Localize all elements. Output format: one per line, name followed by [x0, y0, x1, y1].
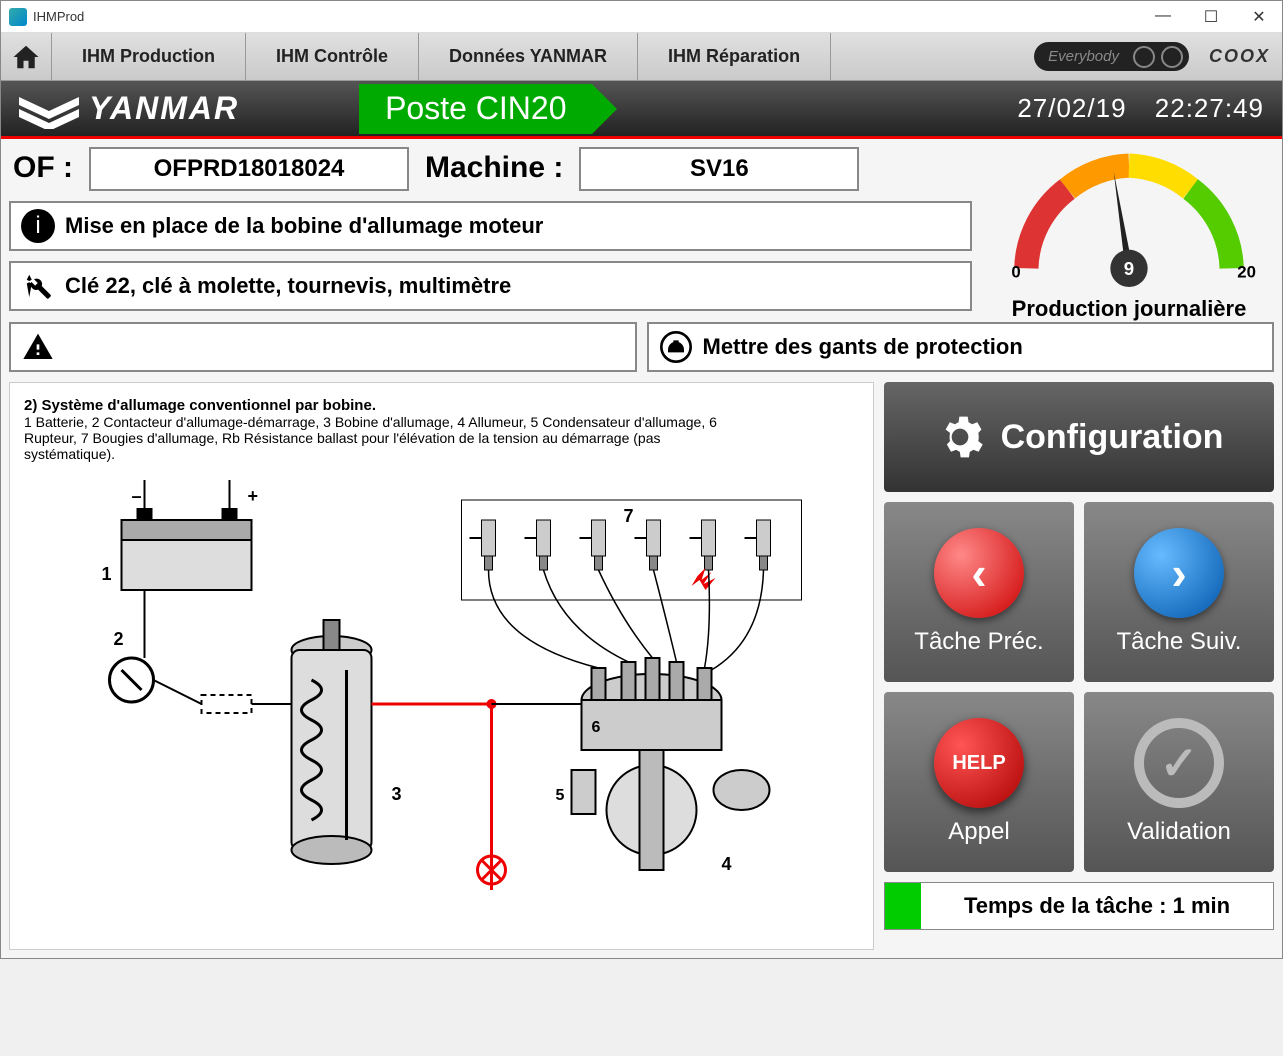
- validation-button[interactable]: ✓ Validation: [1084, 692, 1274, 872]
- tab-ihm-production[interactable]: IHM Production: [51, 33, 245, 80]
- yanmar-logo: YANMAR: [19, 89, 239, 129]
- chevron-right-icon: ›: [1134, 528, 1224, 618]
- machine-value: SV16: [579, 147, 859, 191]
- user-selector[interactable]: Everybody: [1034, 42, 1189, 71]
- svg-text:6: 6: [592, 719, 601, 736]
- home-button[interactable]: [1, 33, 51, 80]
- coox-logo: COOX: [1209, 46, 1270, 67]
- gauge-caption: Production journalière: [984, 296, 1274, 322]
- configuration-label: Configuration: [1001, 418, 1224, 457]
- warning-icon: [21, 330, 55, 364]
- helmet-icon: [659, 330, 693, 364]
- svg-text:7: 7: [624, 506, 634, 526]
- gear-icon: [935, 412, 985, 462]
- svg-text:2: 2: [114, 629, 124, 649]
- svg-text:4: 4: [722, 854, 732, 874]
- maximize-button[interactable]: ☐: [1196, 7, 1226, 27]
- gauge-max: 20: [1237, 263, 1256, 282]
- diagram-description: 1 Batterie, 2 Contacteur d'allumage-déma…: [24, 414, 724, 462]
- configuration-button[interactable]: Configuration: [884, 382, 1274, 492]
- prev-task-button[interactable]: ‹ Tâche Préc.: [884, 502, 1074, 682]
- validation-label: Validation: [1127, 818, 1231, 846]
- task-description: Mise en place de la bobine d'allumage mo…: [65, 213, 543, 239]
- status-date: 27/02/19: [1017, 93, 1126, 123]
- wrench-icon: [21, 269, 55, 303]
- ignition-diagram: – + 1 2: [24, 470, 859, 930]
- poste-label: Poste CIN20: [359, 84, 592, 134]
- chevron-left-icon: ‹: [934, 528, 1024, 618]
- next-task-button[interactable]: › Tâche Suiv.: [1084, 502, 1274, 682]
- svg-text:3: 3: [392, 784, 402, 804]
- tab-ihm-reparation[interactable]: IHM Réparation: [637, 33, 831, 80]
- svg-text:+: +: [248, 486, 259, 506]
- safety-box: Mettre des gants de protection: [647, 322, 1275, 372]
- gauge-value: 9: [1124, 258, 1134, 279]
- warning-box: [9, 322, 637, 372]
- diagram-title: 2) Système d'allumage conventionnel par …: [24, 397, 859, 414]
- task-description-box: i Mise en place de la bobine d'allumage …: [9, 201, 972, 251]
- task-time-label: Temps de la tâche : 1 min: [921, 893, 1273, 919]
- task-time-progress: [885, 883, 921, 929]
- svg-text:5: 5: [556, 787, 565, 804]
- machine-label: Machine :: [421, 147, 567, 191]
- app-icon: [9, 8, 27, 26]
- svg-text:1: 1: [102, 564, 112, 584]
- of-label: OF :: [9, 147, 77, 191]
- tools-box: Clé 22, clé à molette, tournevis, multim…: [9, 261, 972, 311]
- user-icon-2: [1161, 46, 1183, 68]
- menubar: IHM Production IHM Contrôle Données YANM…: [1, 33, 1282, 81]
- diagram-panel: 2) Système d'allumage conventionnel par …: [9, 382, 874, 950]
- user-label: Everybody: [1048, 48, 1119, 65]
- gauge-min: 0: [1011, 263, 1020, 282]
- tools-list: Clé 22, clé à molette, tournevis, multim…: [65, 273, 511, 299]
- titlebar: IHMProd — ☐ ✕: [1, 1, 1282, 33]
- status-bar: YANMAR Poste CIN20 27/02/19 22:27:49: [1, 81, 1282, 139]
- user-icon-1: [1133, 46, 1155, 68]
- yanmar-logo-mark: [19, 89, 79, 129]
- svg-text:–: –: [132, 486, 142, 506]
- safety-text: Mettre des gants de protection: [703, 334, 1023, 360]
- next-task-label: Tâche Suiv.: [1117, 628, 1242, 656]
- info-icon: i: [21, 209, 55, 243]
- tab-donnees-yanmar[interactable]: Données YANMAR: [418, 33, 637, 80]
- help-call-button[interactable]: HELP Appel: [884, 692, 1074, 872]
- prev-task-label: Tâche Préc.: [914, 628, 1043, 656]
- task-time-box: Temps de la tâche : 1 min: [884, 882, 1274, 930]
- yanmar-logo-text: YANMAR: [89, 90, 239, 127]
- close-button[interactable]: ✕: [1244, 7, 1274, 27]
- home-icon: [11, 42, 41, 72]
- spark-plugs: [470, 520, 771, 590]
- of-value: OFPRD18018024: [89, 147, 409, 191]
- help-icon: HELP: [934, 718, 1024, 808]
- window-title: IHMProd: [33, 9, 84, 24]
- tab-ihm-controle[interactable]: IHM Contrôle: [245, 33, 418, 80]
- status-time: 22:27:49: [1155, 93, 1264, 123]
- check-icon: ✓: [1134, 718, 1224, 808]
- poste-indicator: Poste CIN20: [359, 84, 592, 134]
- minimize-button[interactable]: —: [1148, 7, 1178, 27]
- help-call-label: Appel: [948, 818, 1009, 846]
- production-gauge: 9 0 20: [989, 147, 1269, 287]
